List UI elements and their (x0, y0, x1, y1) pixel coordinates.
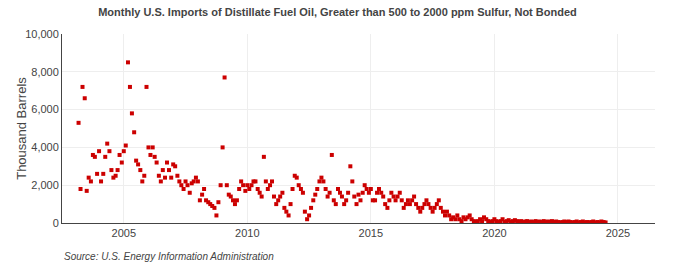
svg-text:2015: 2015 (359, 227, 383, 239)
svg-text:2020: 2020 (482, 227, 506, 239)
svg-text:6,000: 6,000 (31, 103, 59, 115)
svg-text:Source: U.S. Energy Informatio: Source: U.S. Energy Information Administ… (64, 251, 274, 262)
svg-text:Monthly U.S. Imports of Distil: Monthly U.S. Imports of Distillate Fuel … (98, 6, 577, 18)
svg-text:0: 0 (53, 217, 59, 229)
svg-text:10,000: 10,000 (25, 28, 59, 40)
svg-text:2010: 2010 (235, 227, 259, 239)
svg-text:Thousand Barrels: Thousand Barrels (14, 77, 29, 180)
svg-text:2005: 2005 (112, 227, 136, 239)
svg-text:2025: 2025 (606, 227, 630, 239)
svg-text:8,000: 8,000 (31, 66, 59, 78)
svg-text:4,000: 4,000 (31, 141, 59, 153)
svg-text:2,000: 2,000 (31, 179, 59, 191)
